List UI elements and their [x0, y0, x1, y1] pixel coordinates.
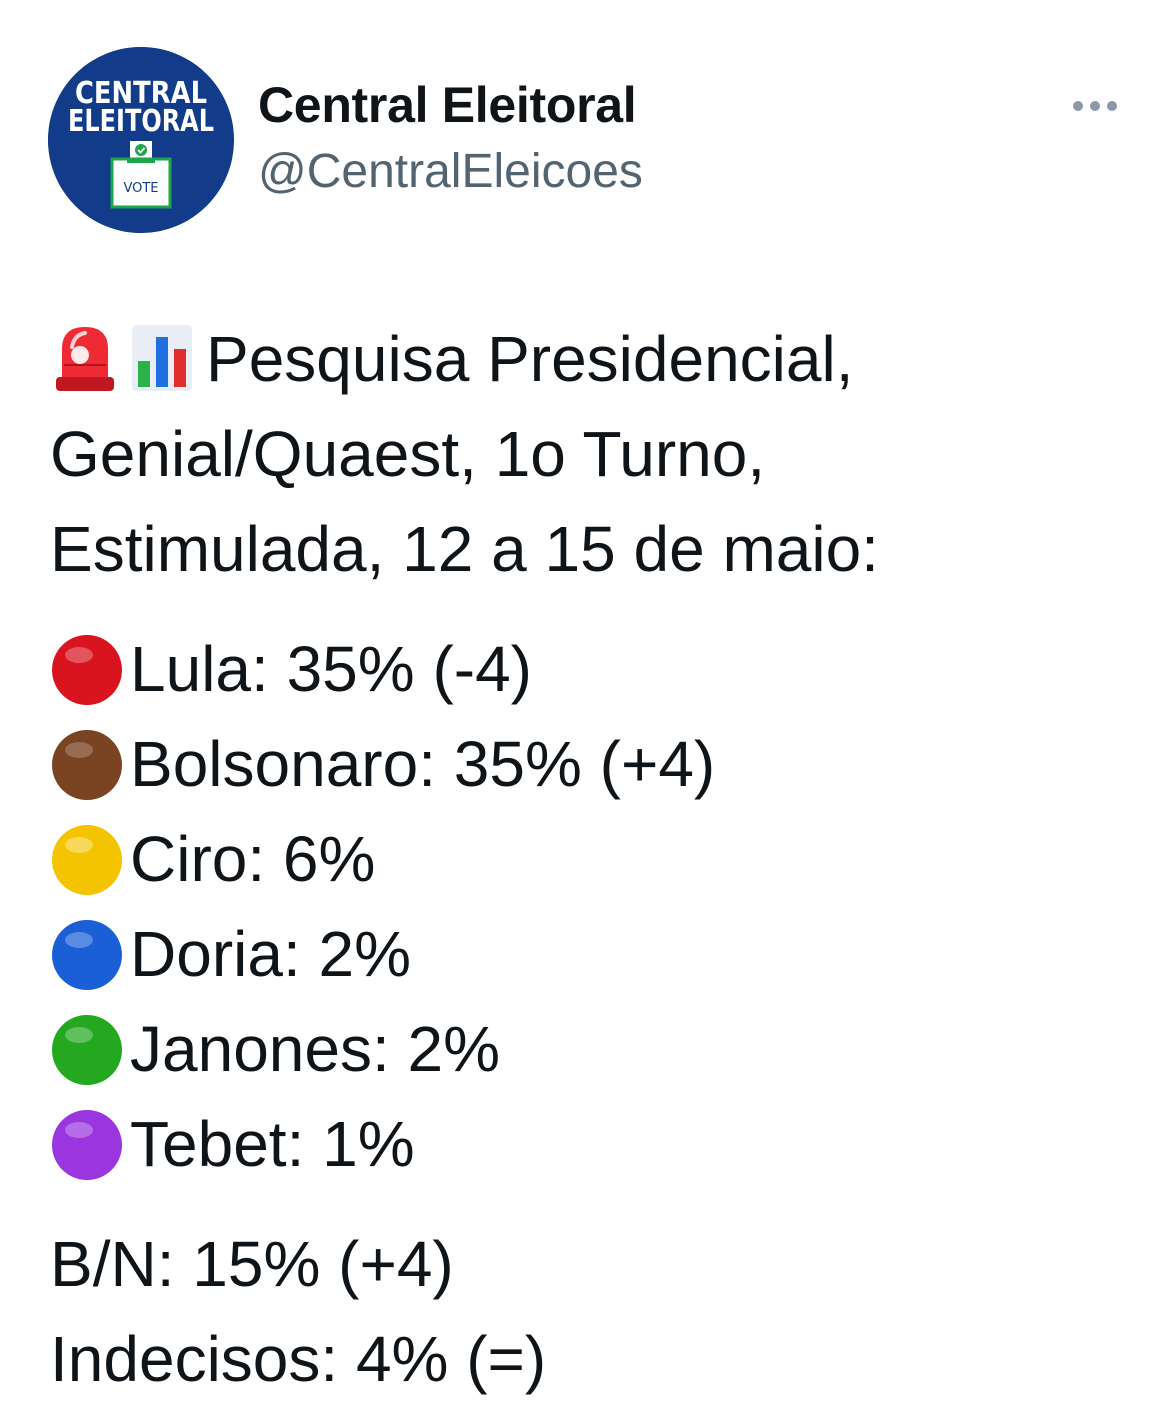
more-dots-icon [1073, 101, 1117, 111]
green-circle-icon [52, 1014, 122, 1085]
candidate-text-tebet: Tebet: 1% [130, 1108, 415, 1180]
candidate-line-ciro: Ciro: 6% [50, 812, 1140, 907]
candidate-line-tebet: Tebet: 1% [50, 1097, 1140, 1192]
blank-null-text: B/N: 15% (+4) [50, 1228, 454, 1300]
candidate-text-lula: Lula: 35% (-4) [130, 633, 532, 705]
tweet-heading-text-1: Pesquisa Presidencial, [206, 323, 854, 395]
candidate-line-lula: Lula: 35% (-4) [50, 622, 1140, 717]
display-name[interactable]: Central Eleitoral [258, 77, 637, 133]
candidate-text-ciro: Ciro: 6% [130, 823, 376, 895]
bar-chart-icon [132, 324, 192, 391]
candidate-line-bolsonaro: Bolsonaro: 35% (+4) [50, 717, 1140, 812]
candidate-line-janones: Janones: 2% [50, 1002, 1140, 1097]
tweet-heading-text-3: Estimulada, 12 a 15 de maio: [50, 513, 879, 585]
blank-null-line: B/N: 15% (+4) [50, 1217, 1140, 1312]
svg-text:VOTE: VOTE [123, 181, 158, 196]
tweet-heading-line-2: Genial/Quaest, 1o Turno, [50, 407, 1140, 502]
undecided-line: Indecisos: 4% (=) [50, 1312, 1140, 1407]
svg-text:CENTRAL: CENTRAL [75, 76, 207, 111]
account-handle[interactable]: @CentralEleicoes [258, 145, 643, 198]
svg-text:ELEITORAL: ELEITORAL [68, 104, 214, 139]
yellow-circle-icon [52, 824, 122, 895]
candidate-text-bolsonaro: Bolsonaro: 35% (+4) [130, 728, 716, 800]
purple-circle-icon [52, 1109, 122, 1180]
brown-circle-icon [52, 729, 122, 800]
candidate-text-doria: Doria: 2% [130, 918, 411, 990]
rotating-light-icon [56, 326, 114, 391]
central-eleitoral-logo: CENTRAL ELEITORAL VOTE [48, 47, 234, 233]
tweet-heading-line-3: Estimulada, 12 a 15 de maio: [50, 502, 1140, 597]
candidate-line-doria: Doria: 2% [50, 907, 1140, 1002]
blue-circle-icon [52, 919, 122, 990]
avatar[interactable]: CENTRAL ELEITORAL VOTE [48, 47, 234, 233]
undecided-text: Indecisos: 4% (=) [50, 1323, 547, 1395]
more-options-button[interactable] [1066, 88, 1126, 124]
tweet-heading-text-2: Genial/Quaest, 1o Turno, [50, 418, 766, 490]
tweet-text: Pesquisa Presidencial, Genial/Quaest, 1o… [50, 312, 1140, 1407]
tweet-heading-line-1: Pesquisa Presidencial, [50, 312, 1140, 407]
red-circle-icon [52, 634, 122, 705]
candidate-text-janones: Janones: 2% [130, 1013, 501, 1085]
